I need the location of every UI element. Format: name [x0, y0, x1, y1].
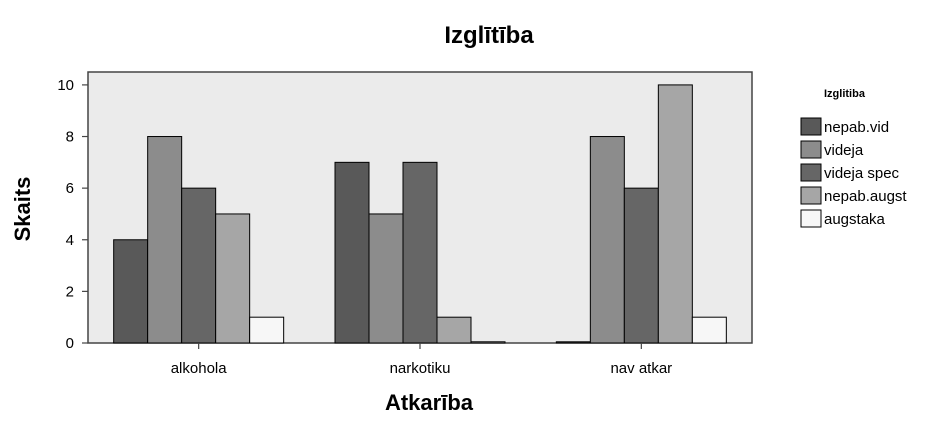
- y-tick-label: 4: [66, 232, 74, 249]
- bar-videja-spec-narkotiku: [402, 161, 438, 344]
- x-axis: alkohola narkotiku nav atkar: [171, 343, 672, 377]
- x-axis-title: Atkarība: [385, 390, 474, 415]
- legend-title: Izglitiba: [824, 88, 866, 100]
- legend-swatch: [800, 117, 822, 136]
- x-tick-label: nav atkar: [610, 360, 672, 377]
- bars: [113, 84, 727, 344]
- y-tick-label: 10: [57, 77, 74, 94]
- x-tick-label: alkohola: [171, 360, 228, 377]
- legend-label: videja: [824, 142, 864, 159]
- bar-videja-spec-nav-atkar: [623, 187, 659, 344]
- legend-swatch: [800, 209, 822, 228]
- y-axis: 0 2 4 6 8 10: [57, 77, 88, 352]
- bar-augstaka-nav-atkar: [691, 316, 727, 344]
- legend-swatch: [800, 163, 822, 182]
- y-tick-label: 6: [66, 180, 74, 197]
- bar-nepab-vid-nav-atkar: [555, 341, 591, 344]
- legend-swatch: [800, 140, 822, 159]
- y-tick-label: 8: [66, 129, 74, 146]
- bar-nepab-vid-alkohola: [113, 239, 149, 344]
- legend-label: videja spec: [824, 165, 900, 182]
- bar-augstaka-alkohola: [249, 316, 285, 344]
- legend-label: augstaka: [824, 211, 886, 228]
- bar-nepab-augst-alkohola: [215, 213, 251, 344]
- bar-videja-alkohola: [147, 136, 183, 344]
- bar-videja-narkotiku: [368, 213, 404, 344]
- x-tick-label: narkotiku: [390, 360, 451, 377]
- bar-nepab-augst-narkotiku: [436, 316, 472, 344]
- bar-videja-spec-alkohola: [181, 187, 217, 344]
- bar-nepab-vid-narkotiku: [334, 161, 370, 344]
- chart-title: Izglītība: [444, 22, 534, 49]
- bar-augstaka-narkotiku: [470, 341, 506, 344]
- bar-videja-nav-atkar: [589, 136, 625, 344]
- y-tick-label: 0: [66, 335, 74, 352]
- y-axis-title: Skaits: [10, 177, 35, 242]
- legend-items: nepab.vid videja videja spec nepab.augst aug…: [800, 117, 907, 228]
- bar-nepab-augst-nav-atkar: [657, 84, 693, 344]
- y-tick-label: 2: [66, 283, 74, 300]
- legend-label: nepab.vid: [824, 119, 889, 136]
- legend-label: nepab.augst: [824, 188, 907, 205]
- legend-swatch: [800, 186, 822, 205]
